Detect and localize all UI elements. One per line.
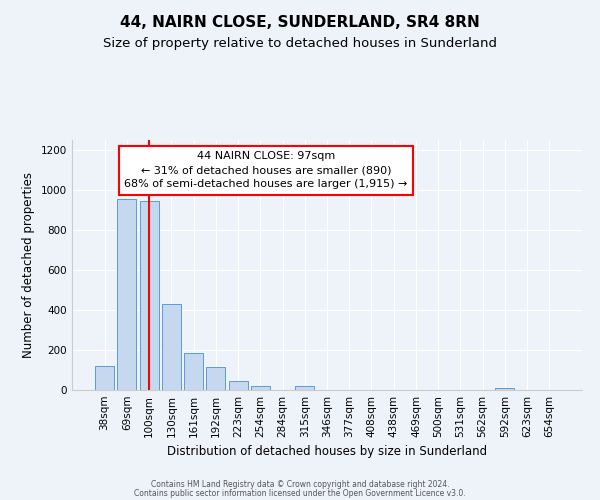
X-axis label: Distribution of detached houses by size in Sunderland: Distribution of detached houses by size … [167, 446, 487, 458]
Bar [229, 380, 248, 390]
Bar [140, 201, 158, 390]
Text: 44, NAIRN CLOSE, SUNDERLAND, SR4 8RN: 44, NAIRN CLOSE, SUNDERLAND, SR4 8RN [120, 15, 480, 30]
Text: 44 NAIRN CLOSE: 97sqm
← 31% of detached houses are smaller (890)
68% of semi-det: 44 NAIRN CLOSE: 97sqm ← 31% of detached … [124, 151, 407, 189]
Bar [206, 367, 225, 390]
Bar [184, 353, 203, 390]
Text: Size of property relative to detached houses in Sunderland: Size of property relative to detached ho… [103, 38, 497, 51]
Bar [251, 386, 270, 390]
Bar [95, 366, 114, 390]
Bar [118, 199, 136, 390]
Text: Contains public sector information licensed under the Open Government Licence v3: Contains public sector information licen… [134, 488, 466, 498]
Bar [295, 386, 314, 390]
Y-axis label: Number of detached properties: Number of detached properties [22, 172, 35, 358]
Bar [162, 304, 181, 390]
Bar [496, 388, 514, 390]
Text: Contains HM Land Registry data © Crown copyright and database right 2024.: Contains HM Land Registry data © Crown c… [151, 480, 449, 489]
